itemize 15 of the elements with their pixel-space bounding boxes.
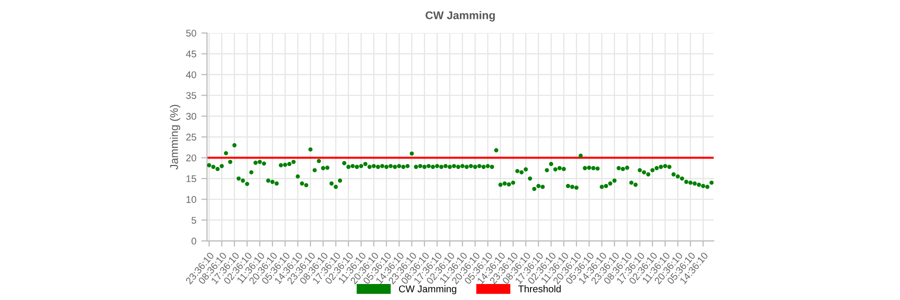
y-tick-label: 45	[186, 50, 196, 58]
y-tick-label: 15	[186, 175, 196, 182]
y-tick-label: 20	[186, 154, 196, 162]
y-tick-label: 0	[192, 238, 196, 245]
y-tick-label: 40	[186, 71, 196, 78]
legend-label: Threshold	[518, 285, 561, 292]
y-tick-label: 35	[186, 92, 196, 99]
y-tick-label: 30	[186, 112, 196, 120]
y-tick-label: 10	[186, 196, 196, 203]
chart-title: CW Jamming	[426, 11, 495, 22]
y-tick-label: 25	[186, 134, 196, 141]
y-tick-label: 5	[192, 216, 196, 224]
y-axis-title: Jamming (%)	[170, 104, 180, 170]
y-tick-label: 50	[186, 30, 196, 37]
legend-label: CW Jamming	[398, 285, 456, 294]
